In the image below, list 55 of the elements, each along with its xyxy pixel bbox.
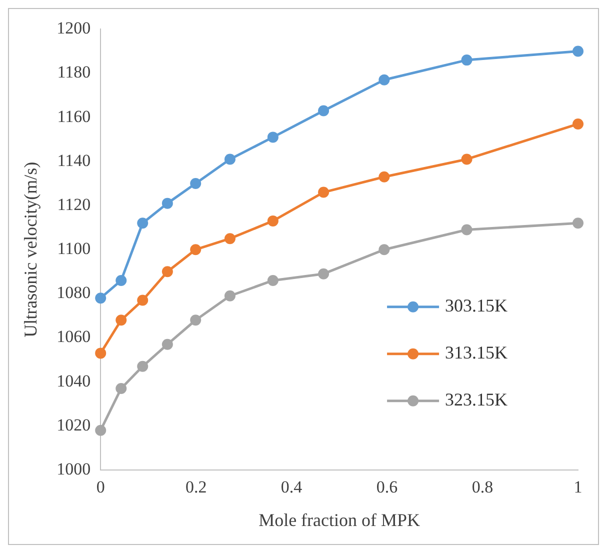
point bbox=[162, 338, 173, 350]
legend-label: 313.15K bbox=[445, 342, 508, 363]
point bbox=[572, 46, 584, 57]
y-tick-label: 1040 bbox=[56, 371, 91, 390]
point bbox=[95, 292, 106, 304]
point bbox=[116, 314, 127, 326]
x-tick-label: 0.4 bbox=[280, 478, 303, 497]
point bbox=[267, 132, 278, 143]
point bbox=[137, 218, 148, 229]
legend-label: 303.15K bbox=[445, 296, 508, 316]
y-tick-label: 1140 bbox=[57, 150, 91, 170]
point bbox=[95, 424, 106, 436]
point bbox=[378, 171, 390, 182]
legend-label: 323.15K bbox=[445, 390, 508, 410]
point bbox=[137, 294, 148, 306]
y-tick-label: 1100 bbox=[57, 239, 91, 258]
y-tick-label: 1200 bbox=[56, 18, 91, 38]
x-tick-label: 0.8 bbox=[472, 478, 494, 497]
x-axis-title: Mole fraction of MPK bbox=[258, 510, 420, 530]
point bbox=[318, 268, 330, 280]
point bbox=[224, 233, 236, 244]
point bbox=[318, 105, 330, 116]
point bbox=[224, 290, 236, 302]
point bbox=[116, 382, 127, 394]
point bbox=[190, 244, 202, 256]
point bbox=[461, 154, 472, 165]
y-tick-label: 1080 bbox=[56, 283, 91, 302]
x-tick-label: 0.2 bbox=[185, 478, 207, 497]
point bbox=[378, 244, 390, 256]
y-tick-label: 1060 bbox=[56, 327, 91, 346]
point bbox=[116, 274, 127, 286]
point bbox=[572, 218, 584, 229]
point bbox=[461, 224, 472, 236]
point bbox=[461, 54, 472, 66]
point bbox=[162, 198, 173, 209]
y-tick-label: 1000 bbox=[56, 459, 91, 478]
point bbox=[190, 178, 202, 189]
point bbox=[95, 348, 106, 359]
x-tick-label: 0.6 bbox=[376, 478, 398, 497]
x-tick-label: 0 bbox=[96, 478, 105, 497]
y-tick-label: 1020 bbox=[56, 415, 91, 434]
point bbox=[572, 118, 584, 130]
point bbox=[378, 74, 390, 86]
y-tick-label: 1120 bbox=[57, 194, 91, 214]
point bbox=[224, 154, 236, 165]
y-tick-label: 1160 bbox=[57, 106, 91, 126]
x-tick-label: 1 bbox=[574, 478, 582, 497]
point bbox=[162, 266, 173, 278]
point bbox=[190, 314, 202, 326]
y-tick-label: 1180 bbox=[57, 62, 91, 82]
point bbox=[137, 360, 148, 372]
point bbox=[318, 186, 330, 198]
point bbox=[267, 274, 278, 286]
y-axis-title: Ultrasonic velocity(m/s) bbox=[20, 162, 41, 338]
point bbox=[267, 215, 278, 226]
